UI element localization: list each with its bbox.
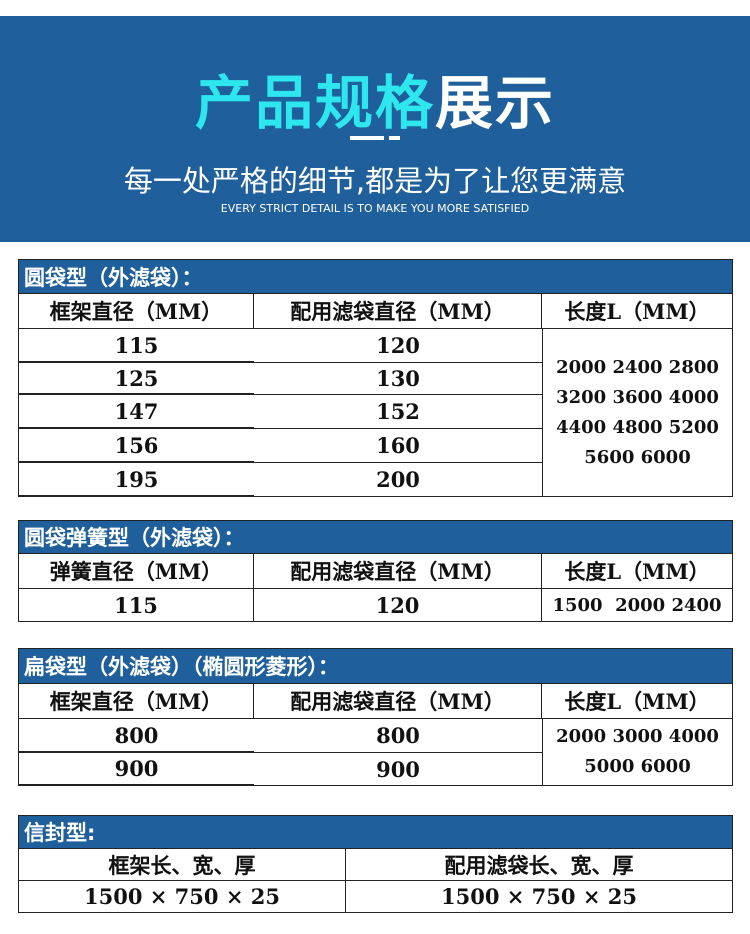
- cell: 152: [376, 399, 420, 424]
- length-line: 2000 2400 2800: [556, 356, 719, 378]
- table-row: 156 160: [19, 429, 542, 463]
- cell: 1500 2000 2400: [552, 594, 722, 616]
- header-row: 框架直径（MM） 配用滤袋直径（MM） 长度L（MM）: [19, 684, 732, 719]
- column-header: 框架直径（MM）: [19, 294, 254, 328]
- length-cell: 2000 2400 2800 3200 3600 4000 4400 4800 …: [543, 329, 732, 496]
- table-row: 800 800: [19, 719, 542, 753]
- subtitle-en: EVERY STRICT DETAIL IS TO MAKE YOU MORE …: [220, 202, 530, 215]
- column-header: 长度L（MM）: [564, 559, 710, 584]
- cell: 160: [376, 433, 420, 458]
- column-header: 配用滤袋直径（MM）: [254, 554, 542, 588]
- column-header: 配用滤袋长、宽、厚: [444, 852, 634, 878]
- spec-table-envelope: 信封型: 框架长、宽、厚 配用滤袋长、宽、厚 1500 × 750 × 25 1…: [18, 815, 733, 913]
- cell: 147: [19, 395, 254, 428]
- length-line: 2000 3000 4000: [556, 726, 719, 747]
- cell: 1500 × 750 × 25: [19, 881, 346, 912]
- column-header: 框架长、宽、厚: [19, 849, 346, 880]
- banner: 产品规格展示 每一处严格的细节,都是为了让您更满意 EVERY STRICT D…: [0, 16, 750, 242]
- cell: 120: [376, 333, 420, 358]
- cell: 120: [254, 589, 542, 621]
- column-header: 弹簧直径（MM）: [19, 554, 254, 588]
- column-header: 配用滤袋直径（MM）: [254, 294, 542, 328]
- spec-table-round: 圆袋型（外滤袋）： 框架直径（MM） 配用滤袋直径（MM） 长度L（MM） 11…: [18, 259, 733, 497]
- column-header: 框架直径（MM）: [19, 684, 254, 718]
- table-row: 125 130: [19, 363, 542, 395]
- table-title: 圆袋型（外滤袋）：: [19, 260, 732, 294]
- table-row: 1500 × 750 × 25 1500 × 750 × 25: [19, 881, 732, 912]
- divider: [350, 136, 400, 140]
- length-cell: 2000 3000 4000 5000 6000: [543, 719, 732, 785]
- cell: 800: [376, 723, 420, 748]
- cell: 195: [19, 463, 254, 496]
- cell: 115: [19, 329, 254, 362]
- cell: 130: [376, 366, 420, 391]
- length-line: 3200 3600 4000: [556, 386, 719, 408]
- header-row: 弹簧直径（MM） 配用滤袋直径（MM） 长度L（MM）: [19, 554, 732, 589]
- table-row: 195 200: [19, 463, 542, 496]
- cell: 200: [376, 467, 420, 492]
- cell: 125: [19, 363, 254, 394]
- table-row: 115 120 1500 2000 2400: [19, 589, 732, 621]
- header-row: 框架直径（MM） 配用滤袋直径（MM） 长度L（MM）: [19, 294, 732, 329]
- table-row: 115 120: [19, 329, 542, 363]
- header-row: 框架长、宽、厚 配用滤袋长、宽、厚: [19, 849, 732, 881]
- page-title: 产品规格展示: [194, 69, 556, 137]
- table-title: 信封型:: [19, 816, 732, 849]
- cell: 1500 × 750 × 25: [441, 884, 637, 909]
- table-row: 900 900: [19, 753, 542, 785]
- cell: 900: [19, 753, 254, 785]
- cell: 800: [19, 719, 254, 752]
- table-title: 扁袋型（外滤袋）（椭圆形菱形）：: [19, 649, 732, 684]
- length-line: 5000 6000: [584, 756, 691, 777]
- length-line: 4400 4800 5200: [556, 416, 719, 438]
- cell: 156: [19, 429, 254, 462]
- spec-table-flat: 扁袋型（外滤袋）（椭圆形菱形）： 框架直径（MM） 配用滤袋直径（MM） 长度L…: [18, 648, 733, 786]
- spec-table-spring: 圆袋弹簧型（外滤袋）： 弹簧直径（MM） 配用滤袋直径（MM） 长度L（MM） …: [18, 520, 733, 622]
- column-header: 长度L（MM）: [564, 299, 710, 324]
- column-header: 配用滤袋直径（MM）: [254, 684, 542, 718]
- cell: 900: [376, 756, 420, 782]
- cell: 115: [19, 589, 254, 621]
- table-title: 圆袋弹簧型（外滤袋）：: [19, 521, 732, 554]
- subtitle: 每一处严格的细节,都是为了让您更满意: [123, 164, 627, 198]
- column-header: 长度L（MM）: [564, 689, 710, 714]
- length-line: 5600 6000: [584, 446, 691, 468]
- table-row: 147 152: [19, 395, 542, 429]
